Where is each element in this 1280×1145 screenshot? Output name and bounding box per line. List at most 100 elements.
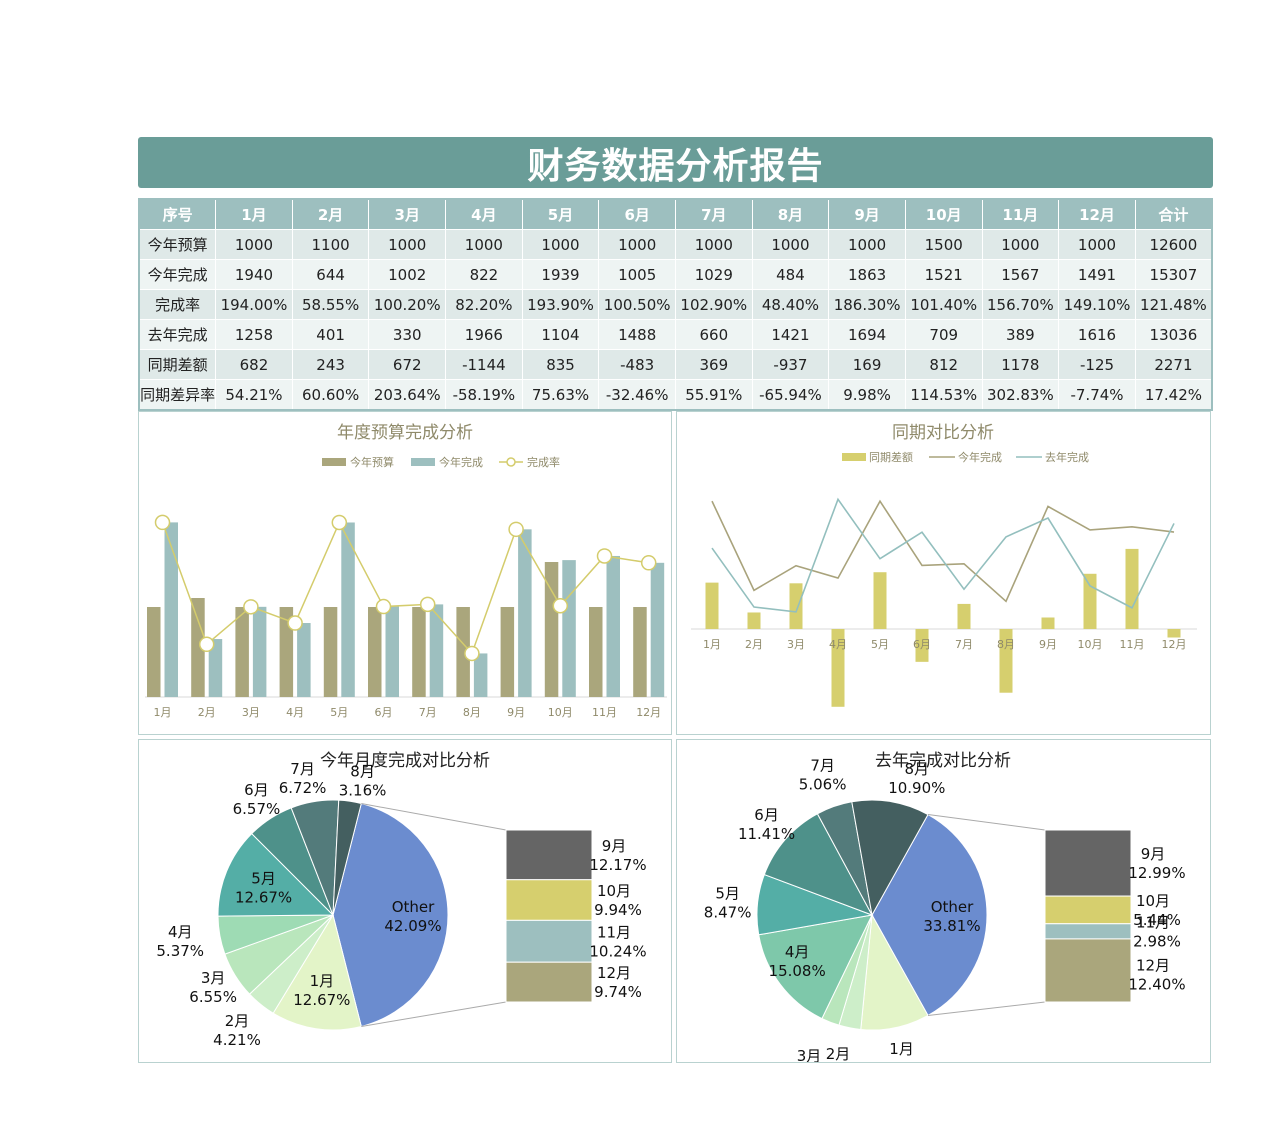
- x-tick-label: 2月: [745, 638, 763, 651]
- bar-actual: [164, 522, 178, 697]
- table-cell: 12600: [1134, 229, 1213, 260]
- table-cell: -65.94%: [751, 379, 830, 411]
- line-last-year: [711, 497, 1175, 613]
- breakout-segment: [505, 829, 593, 881]
- breakout-label: 12月: [597, 964, 631, 982]
- table-cell: 9.98%: [828, 379, 906, 411]
- column-header: 4月: [445, 198, 523, 230]
- table-cell: 709: [904, 319, 983, 350]
- bar-actual: [518, 529, 532, 697]
- breakout-segment: [1044, 938, 1132, 1003]
- bar-diff: [1167, 629, 1181, 638]
- pie-label: 3月: [797, 1047, 822, 1062]
- rate-point: [375, 598, 392, 615]
- bar-diff: [1083, 573, 1097, 629]
- bar-diff: [705, 582, 719, 629]
- bar-actual: [473, 653, 488, 697]
- row-label: 去年完成: [138, 319, 217, 350]
- bar-diff: [1125, 548, 1139, 629]
- row-label: 今年预算: [138, 229, 217, 260]
- table-cell: 660: [674, 319, 753, 350]
- breakout-label: 10月: [597, 882, 631, 900]
- connector-line: [927, 1001, 1046, 1016]
- x-tick-label: 10月: [548, 706, 573, 719]
- pie-label: 4月: [168, 923, 193, 941]
- x-tick-label: 11月: [592, 706, 617, 719]
- bar-budget: [235, 607, 249, 697]
- pie-label: 1月: [310, 972, 335, 990]
- table-cell: 1000: [981, 229, 1060, 260]
- row-label: 今年完成: [138, 259, 217, 290]
- table-cell: 102.90%: [674, 289, 753, 320]
- pie-label: 2月: [826, 1045, 851, 1062]
- pie-value: 9.65%: [878, 1059, 926, 1062]
- table-cell: 55.91%: [674, 379, 753, 411]
- table-cell: 1491: [1058, 259, 1136, 290]
- table-cell: -1144: [445, 349, 523, 380]
- table-cell: 58.55%: [291, 289, 370, 320]
- rate-point: [464, 645, 480, 662]
- bar-actual: [429, 604, 444, 697]
- yoy-chart-panel: 同期对比分析 同期差额 今年完成 去年完成 1月 2月 3月 4月 5月 6月 7月 8月 9月 10月 1…: [676, 411, 1211, 735]
- budget-chart-panel: 年度预算完成分析 今年预算 今年完成 完成率 1月 2月 3月 4月 5月 6月 7月 8月 9月 10月…: [138, 411, 672, 735]
- rate-point: [331, 514, 348, 531]
- table-cell: 1421: [751, 319, 830, 350]
- breakout-segment: [505, 961, 593, 1003]
- connector-line: [361, 803, 507, 831]
- breakout-label: 12月: [1136, 956, 1170, 974]
- table-cell: 1863: [828, 259, 906, 290]
- legend-swatch: [411, 458, 435, 466]
- pie-label: 7月: [810, 756, 835, 774]
- line-this-year: [711, 499, 1175, 603]
- table-cell: 1000: [751, 229, 830, 260]
- summary-table: 序号 1月 2月 3月 4月 5月 6月 7月 8月 9月 10月 11月 12月 合计 今年预算 1000…: [138, 198, 1213, 411]
- x-tick-label: 4月: [829, 638, 847, 651]
- table-cell: -58.19%: [445, 379, 523, 411]
- rate-point: [419, 596, 436, 613]
- x-tick-label: 9月: [1039, 638, 1057, 651]
- x-tick-label: 1月: [154, 706, 172, 719]
- pie-value: 6.57%: [233, 800, 281, 818]
- x-tick-label: 12月: [1162, 638, 1187, 651]
- connector-line: [361, 1001, 507, 1027]
- bar-diff: [999, 629, 1013, 693]
- table-cell: 2271: [1134, 349, 1213, 380]
- table-cell: 1521: [904, 259, 983, 290]
- legend-swatch: [322, 458, 346, 466]
- bar-budget: [147, 607, 161, 697]
- rate-point: [640, 555, 657, 571]
- pie-label: 2月: [225, 1012, 250, 1030]
- table-cell: 1488: [598, 319, 676, 350]
- column-header: 2月: [291, 198, 370, 230]
- row-label: 完成率: [138, 289, 217, 320]
- legend-swatch: [506, 457, 516, 467]
- column-header: 1月: [215, 198, 293, 230]
- table-row: 今年完成 1940 644 1002 822 1939 1005 1029 484 1863 152…: [138, 259, 1213, 290]
- table-cell: 1258: [215, 319, 293, 350]
- table-cell: 672: [368, 349, 447, 380]
- pie-value: 10.90%: [888, 779, 945, 797]
- rate-point: [198, 636, 215, 653]
- table-cell: 193.90%: [521, 289, 600, 320]
- breakout-value: 9.94%: [594, 901, 642, 919]
- table-cell: 194.00%: [215, 289, 293, 320]
- pie-label: 5月: [715, 884, 740, 902]
- rate-line: [161, 520, 649, 655]
- column-header: 5月: [521, 198, 600, 230]
- table-cell: 1104: [521, 319, 600, 350]
- table-row: 同期差异率 54.21% 60.60% 203.64% -58.19% 75.63% -32…: [138, 379, 1213, 411]
- x-tick-label: 1月: [703, 638, 721, 651]
- x-tick-label: 3月: [787, 638, 805, 651]
- pie-label: 8月: [905, 760, 930, 778]
- table-cell: 1939: [521, 259, 600, 290]
- breakout-label: 9月: [602, 837, 627, 855]
- table-cell: 401: [291, 319, 370, 350]
- legend-label: 同期差额: [869, 450, 913, 464]
- pie-label: 4月: [785, 943, 810, 961]
- pie-slice: [763, 813, 874, 916]
- bar-diff: [831, 629, 845, 707]
- chart-title: 同期对比分析: [892, 423, 994, 443]
- pie-slice: [272, 913, 362, 1031]
- x-tick-label: 5月: [871, 638, 889, 651]
- pie-label: 7月: [290, 760, 315, 778]
